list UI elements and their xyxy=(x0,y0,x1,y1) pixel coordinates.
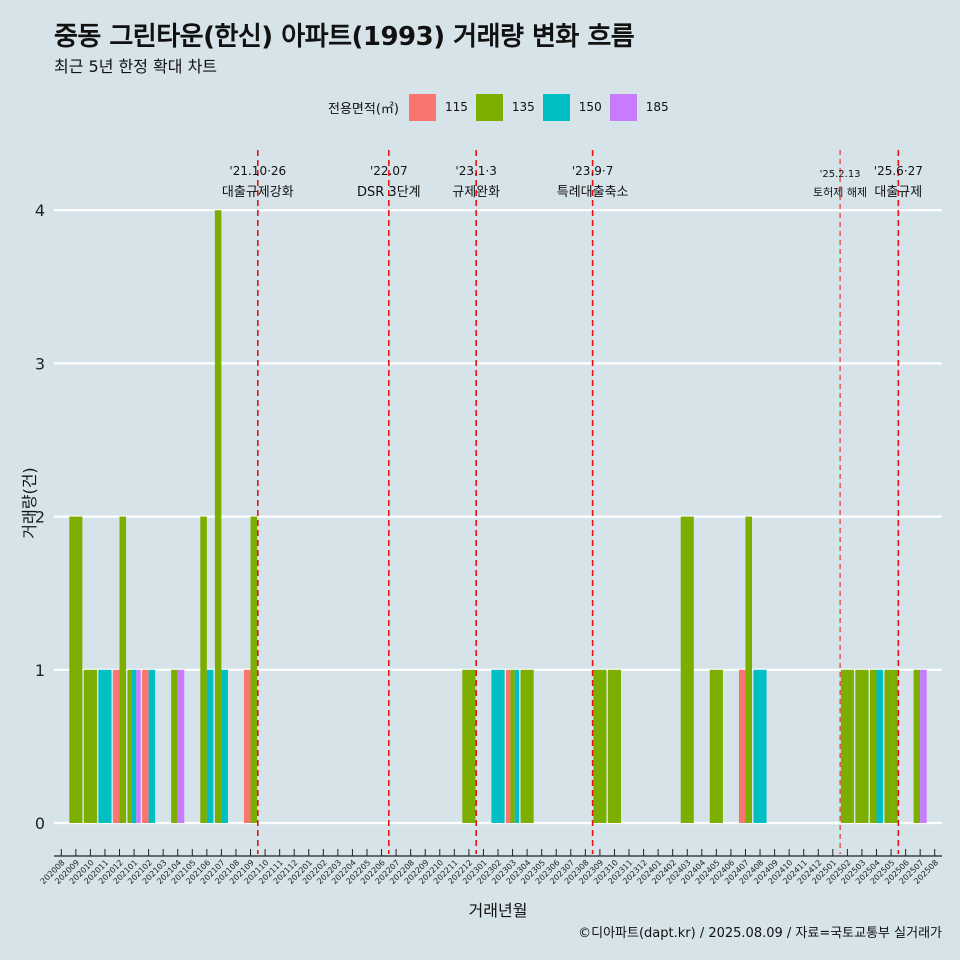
bar-135-202310 xyxy=(607,669,622,823)
event-markers: '21.10·26 대출규제강화 '22.07 DSR 3단계 '23.1·3 규제완화 '… xyxy=(222,150,923,854)
bar-115-202109 xyxy=(243,669,251,823)
bar-115-202102 xyxy=(142,669,149,823)
bar-135-202009 xyxy=(69,516,83,823)
bar-135-202407 xyxy=(745,516,753,823)
chart-subtitle: 최근 5년 한정 확대 차트 xyxy=(54,57,218,76)
legend-title: 전용면적(㎡) xyxy=(328,101,399,117)
bar-150-202106 xyxy=(206,669,214,823)
event-label-202207: DSR 3단계 xyxy=(357,185,421,200)
bar-150-202302 xyxy=(491,669,505,823)
event-date-202502: '25.2.13 xyxy=(820,169,861,180)
event-date-202301: '23.1·3 xyxy=(455,164,496,178)
y-tick-label: 3 xyxy=(35,354,45,373)
bar-135-202104 xyxy=(171,669,178,823)
bar-135-202212 xyxy=(462,669,476,823)
bar-135-202502 xyxy=(840,669,854,823)
bar-135-202303 xyxy=(510,669,515,823)
bar-135-202507 xyxy=(913,669,921,823)
bar-150-202107 xyxy=(221,669,228,823)
y-tick-label: 2 xyxy=(35,508,45,527)
legend-swatch-115 xyxy=(408,93,436,121)
event-label-202301: 규제완화 xyxy=(452,185,500,200)
legend-swatch-185 xyxy=(609,93,637,121)
bar-135-202309 xyxy=(593,669,607,823)
bar-135-202101 xyxy=(127,669,132,823)
y-axis-title: 거래량(건) xyxy=(20,467,39,539)
bar-135-202505 xyxy=(884,669,898,823)
legend-item-135: 135 xyxy=(475,93,535,121)
bar-115-202407 xyxy=(738,669,746,823)
legend-label-150: 150 xyxy=(578,100,602,114)
bar-150-202303 xyxy=(514,669,520,823)
source-caption: ©디아파트(dapt.kr) / 2025.08.09 / 자료=국토교통부 실… xyxy=(578,926,942,941)
bar-150-202504 xyxy=(876,669,884,823)
bar-115-202012 xyxy=(112,669,120,823)
bar-135-202304 xyxy=(520,669,534,823)
y-tick-label: 4 xyxy=(35,201,45,220)
legend-item-150: 150 xyxy=(542,93,602,121)
event-label-202110: 대출규제강화 xyxy=(222,185,294,200)
event-date-202207: '22.07 xyxy=(370,164,408,178)
bar-135-202504 xyxy=(869,669,877,823)
event-date-202110: '21.10·26 xyxy=(229,164,286,178)
event-label-202309: 특례대출축소 xyxy=(557,185,629,200)
chart-title: 중동 그린타운(한신) 아파트(1993) 거래량 변화 흐름 xyxy=(54,22,635,52)
bar-150-202408 xyxy=(753,669,767,823)
event-label-202502: 토허제 해제 xyxy=(813,185,867,199)
bar-185-202101 xyxy=(136,669,141,823)
legend-item-185: 185 xyxy=(609,93,669,121)
legend-item-115: 115 xyxy=(408,93,468,121)
legend-swatch-150 xyxy=(542,93,570,121)
event-label-202506: 대출규제 xyxy=(874,185,922,200)
bar-115-202303 xyxy=(506,669,511,823)
event-date-202309: '23.9·7 xyxy=(572,164,613,178)
y-tick-label: 1 xyxy=(35,661,45,680)
bar-150-202011 xyxy=(98,669,112,823)
axes: 0123420200820200920201020201120201220210… xyxy=(35,201,942,886)
legend-label-185: 185 xyxy=(645,100,669,114)
x-axis-title: 거래년월 xyxy=(468,901,528,920)
event-date-202506: '25.6·27 xyxy=(874,164,923,178)
bar-135-202010 xyxy=(83,669,97,823)
bar-135-202405 xyxy=(709,669,723,823)
bar-185-202507 xyxy=(920,669,927,823)
legend: 전용면적(㎡) 115 135 150 185 xyxy=(328,92,677,122)
bar-185-202104 xyxy=(177,669,185,823)
bar-135-202106 xyxy=(200,516,207,823)
legend-label-115: 115 xyxy=(444,100,468,114)
bar-135-202109 xyxy=(250,516,258,823)
legend-label-135: 135 xyxy=(511,100,535,114)
bar-135-202403 xyxy=(680,516,694,823)
bars xyxy=(69,210,927,823)
legend-swatch-135 xyxy=(475,93,503,121)
bar-135-202503 xyxy=(855,669,869,823)
bar-150-202102 xyxy=(148,669,156,823)
bar-135-202107 xyxy=(214,210,222,823)
bar-150-202101 xyxy=(131,669,137,823)
bar-135-202012 xyxy=(119,516,127,823)
y-tick-label: 0 xyxy=(35,814,45,833)
